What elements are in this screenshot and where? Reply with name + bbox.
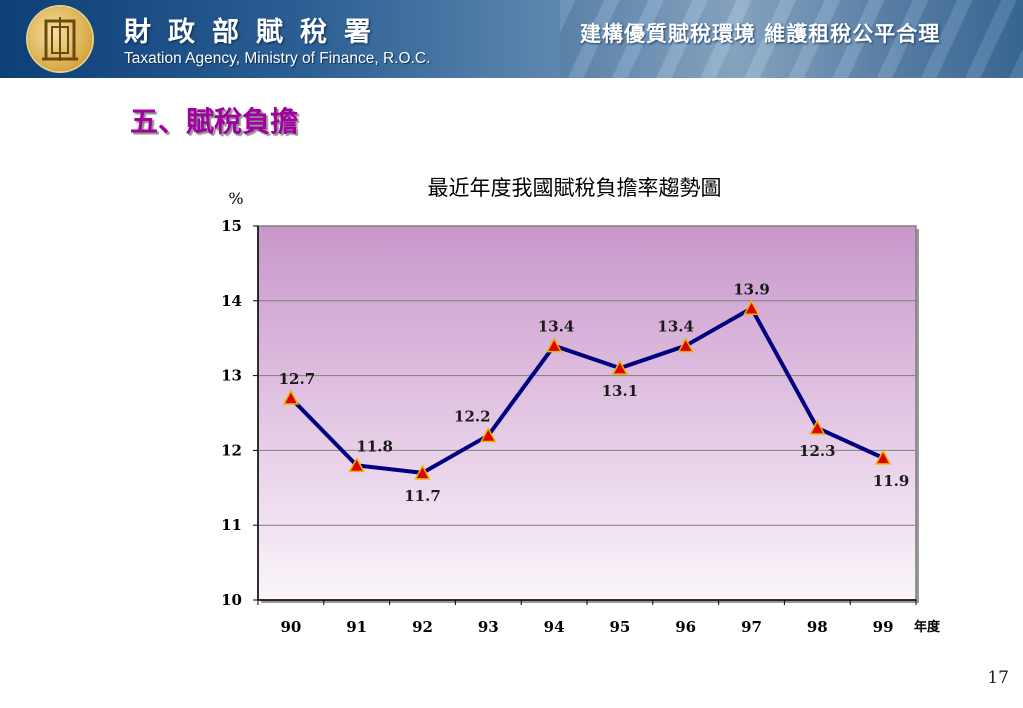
plot-area xyxy=(257,225,917,601)
x-tick-label: 93 xyxy=(478,618,499,636)
x-tick-label: 94 xyxy=(544,618,565,636)
x-tick-label: 96 xyxy=(675,618,696,636)
data-point-marker xyxy=(677,337,694,353)
data-point-marker xyxy=(545,337,563,353)
data-point-marker xyxy=(874,449,892,465)
data-label: 11.8 xyxy=(356,437,393,455)
agency-slogan: 建構優質賦稅環境 維護租稅公平合理 xyxy=(580,21,941,46)
data-label: 12.7 xyxy=(279,370,316,388)
y-tick-label: 12 xyxy=(221,441,242,459)
data-label: 13.1 xyxy=(602,382,639,400)
x-tick-label: 97 xyxy=(741,618,762,636)
header-banner: 財政部賦稅署 Taxation Agency, Ministry of Fina… xyxy=(0,0,1023,78)
data-label: 13.4 xyxy=(538,318,575,336)
data-point-marker xyxy=(414,464,431,480)
chart-title: 最近年度我國賦稅負擔率趨勢圖 xyxy=(427,176,722,200)
data-label: 12.2 xyxy=(454,407,491,425)
x-tick-label: 90 xyxy=(280,618,301,636)
data-point-marker xyxy=(480,426,497,443)
y-tick-label: 11 xyxy=(221,516,242,534)
x-tick-label: 95 xyxy=(609,618,630,636)
data-label: 11.7 xyxy=(404,487,441,505)
data-point-marker xyxy=(348,456,365,473)
emblem-icon xyxy=(28,7,92,71)
data-label: 13.9 xyxy=(733,280,770,298)
y-tick-label: 14 xyxy=(221,292,242,310)
x-tick-label: 91 xyxy=(346,618,367,636)
x-tick-label: 99 xyxy=(873,618,894,636)
data-label: 12.3 xyxy=(799,442,836,460)
data-point-marker xyxy=(809,419,826,435)
data-label: 11.9 xyxy=(873,472,910,490)
y-tick-label: 15 xyxy=(221,217,242,235)
y-tick-label: 10 xyxy=(221,591,242,609)
section-title: 五、賦稅負擔 xyxy=(130,105,299,138)
banner-decoration xyxy=(560,0,1023,78)
x-tick-label: 92 xyxy=(412,618,433,636)
series-line xyxy=(289,306,884,475)
data-point-marker xyxy=(282,389,300,405)
x-axis-label: 年度 xyxy=(914,619,941,635)
x-tick-label: 98 xyxy=(807,618,828,636)
agency-name-english: Taxation Agency, Ministry of Finance, R.… xyxy=(124,50,431,67)
data-point-marker xyxy=(743,299,760,316)
y-axis-label: % xyxy=(228,189,243,208)
page-number: 17 xyxy=(987,668,1009,688)
data-point-marker xyxy=(611,359,629,375)
data-label: 13.4 xyxy=(657,318,694,336)
y-tick-label: 13 xyxy=(221,367,242,385)
agency-name-chinese: 財政部賦稅署 xyxy=(124,17,388,48)
